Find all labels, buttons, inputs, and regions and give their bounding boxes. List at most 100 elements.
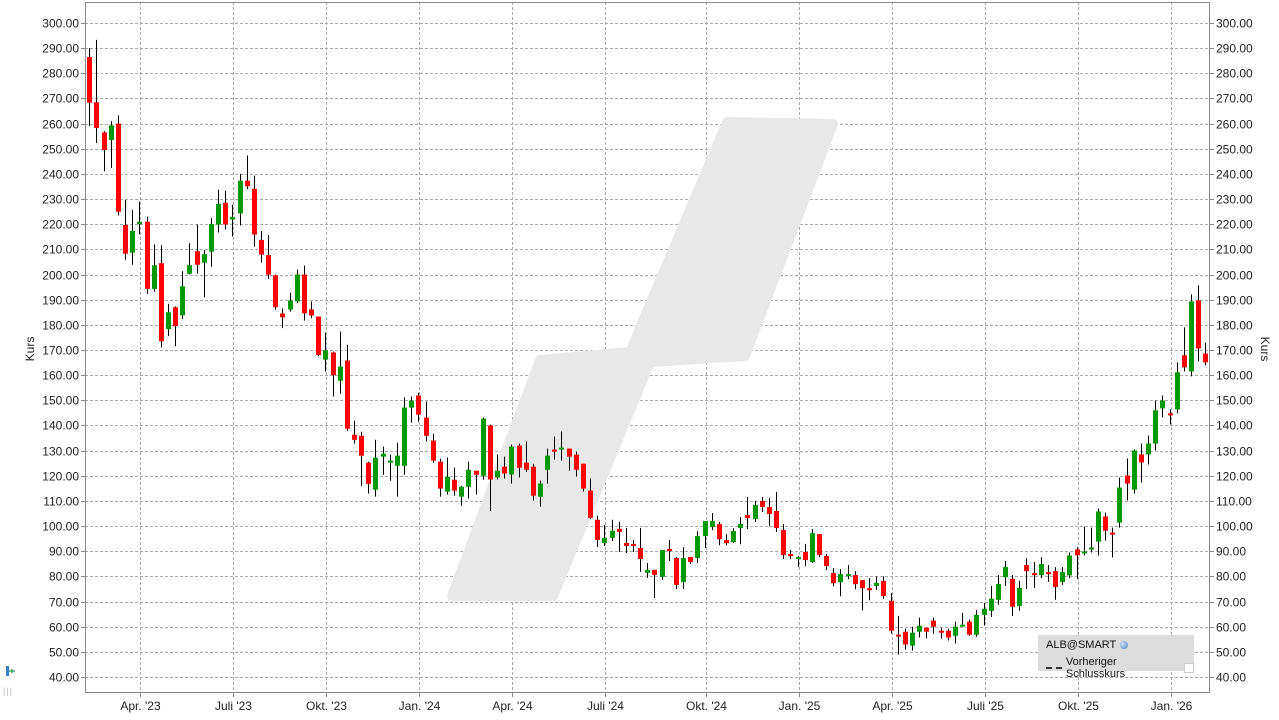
candle bbox=[860, 580, 865, 611]
candle-body-down bbox=[145, 221, 150, 289]
candle-body-down bbox=[359, 435, 364, 456]
candle-body-down bbox=[1032, 573, 1037, 576]
candle bbox=[316, 316, 321, 357]
candle bbox=[1117, 477, 1122, 528]
legend-item-reference[interactable]: Vorheriger Schlusskurs bbox=[1046, 656, 1194, 680]
candle-body-down bbox=[517, 445, 522, 468]
candle bbox=[1153, 400, 1158, 451]
candle-body-down bbox=[502, 466, 507, 474]
candle-body-down bbox=[631, 543, 636, 546]
candles bbox=[87, 39, 1208, 655]
y-tick-label: 210.00 bbox=[1216, 243, 1253, 257]
candle-body-down bbox=[824, 556, 829, 567]
candle bbox=[824, 553, 829, 571]
candle-body-up bbox=[209, 223, 214, 252]
grip-icon[interactable]: ||| bbox=[3, 686, 14, 696]
y-tick-label: 100.00 bbox=[1216, 520, 1253, 534]
candle-body-up bbox=[738, 524, 743, 529]
y-tick-label: 270.00 bbox=[42, 92, 79, 106]
candle bbox=[402, 397, 407, 475]
candle bbox=[953, 621, 958, 644]
candle bbox=[1110, 527, 1115, 558]
reference-checkbox[interactable] bbox=[1184, 663, 1194, 673]
candle-body-down bbox=[252, 188, 257, 235]
candle bbox=[710, 512, 715, 531]
candle-body-up bbox=[1003, 567, 1008, 578]
globe-icon[interactable] bbox=[1120, 641, 1129, 649]
candle-body-down bbox=[123, 224, 128, 254]
candle bbox=[245, 155, 250, 190]
candle-body-down bbox=[939, 630, 944, 633]
candle bbox=[1096, 508, 1101, 556]
candle bbox=[796, 556, 801, 568]
candle bbox=[595, 515, 600, 547]
x-tick-label: Okt. '25 bbox=[1058, 699, 1099, 713]
candle-body-up bbox=[838, 574, 843, 583]
candle bbox=[810, 529, 815, 564]
candle-body-down bbox=[724, 540, 729, 544]
candle bbox=[703, 521, 708, 548]
candle-body-down bbox=[1168, 413, 1173, 416]
y-tick-label: 180.00 bbox=[1216, 319, 1253, 333]
candle-body-up bbox=[152, 265, 157, 289]
candle bbox=[610, 519, 615, 541]
y-tick-label: 240.00 bbox=[1216, 168, 1253, 182]
legend-series-label: ALB@SMART bbox=[1046, 639, 1117, 651]
y-tick-label: 120.00 bbox=[1216, 470, 1253, 484]
candle-body-up bbox=[216, 203, 221, 225]
candle bbox=[145, 216, 150, 294]
crosshair-tool-icon[interactable] bbox=[4, 665, 16, 677]
candle bbox=[552, 436, 557, 460]
candle-body-down bbox=[1010, 578, 1015, 607]
candle bbox=[695, 531, 700, 564]
candle bbox=[1168, 409, 1173, 425]
candle-body-down bbox=[259, 240, 264, 255]
candle bbox=[889, 592, 894, 634]
candle-body-up bbox=[409, 400, 414, 408]
candle-body-down bbox=[803, 551, 808, 561]
y-tick-label: 140.00 bbox=[42, 419, 79, 433]
y-tick-label: 190.00 bbox=[42, 294, 79, 308]
y-tick-label: 110.00 bbox=[43, 495, 79, 509]
candle bbox=[431, 433, 436, 463]
legend-reference-label: Vorheriger Schlusskurs bbox=[1065, 656, 1126, 680]
candle-body-up bbox=[753, 504, 758, 520]
candle-body-up bbox=[874, 582, 879, 586]
candle-body-up bbox=[545, 455, 550, 470]
candle bbox=[123, 199, 128, 260]
y-tick-label: 130.00 bbox=[1216, 445, 1253, 459]
candle-body-down bbox=[1110, 532, 1115, 535]
candle-body-down bbox=[1075, 549, 1080, 556]
candle bbox=[524, 441, 529, 472]
y-tick-label: 200.00 bbox=[1216, 269, 1253, 283]
candle bbox=[152, 244, 157, 293]
candle bbox=[180, 271, 185, 320]
candle-body-down bbox=[159, 263, 164, 342]
candle bbox=[924, 627, 929, 639]
candle-body-up bbox=[481, 418, 486, 476]
candle-body-up bbox=[288, 300, 293, 310]
candle bbox=[760, 496, 765, 512]
y-tick-label: 220.00 bbox=[42, 218, 79, 232]
candle-body-up bbox=[295, 274, 300, 302]
candle-body-down bbox=[416, 395, 421, 415]
y-tick-label: 90.00 bbox=[1216, 545, 1246, 559]
candle bbox=[438, 458, 443, 497]
candle-body-up bbox=[559, 447, 564, 450]
candle-body-down bbox=[767, 506, 772, 515]
y-tick-label: 290.00 bbox=[42, 42, 79, 56]
candle bbox=[753, 500, 758, 523]
candle-body-up bbox=[1175, 372, 1180, 410]
candle bbox=[345, 344, 350, 431]
candle bbox=[259, 231, 264, 263]
candle bbox=[1132, 449, 1137, 494]
x-tick-label: Juli '23 bbox=[215, 699, 252, 713]
candle-body-down bbox=[316, 316, 321, 356]
y-tick-label: 170.00 bbox=[42, 344, 79, 358]
candle bbox=[445, 457, 450, 495]
candle bbox=[474, 470, 479, 495]
candle-body-down bbox=[223, 202, 228, 225]
candle bbox=[846, 565, 851, 580]
candle bbox=[309, 301, 314, 319]
legend: ALB@SMART Vorheriger Schlusskurs bbox=[1038, 635, 1194, 680]
